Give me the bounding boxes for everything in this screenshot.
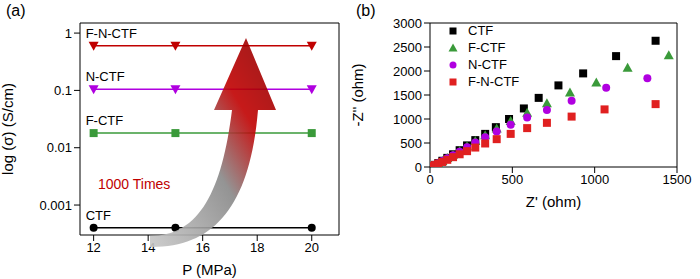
svg-text:P (MPa): P (MPa)	[182, 261, 237, 278]
svg-text:-Z'' (ohm): -Z'' (ohm)	[350, 63, 366, 126]
html-text:F-N-CTF: F-N-CTF	[468, 74, 520, 89]
svg-text:Z' (ohm): Z' (ohm)	[526, 193, 581, 210]
svg-text:0.001: 0.001	[39, 198, 72, 213]
svg-text:2500: 2500	[393, 40, 422, 55]
html-text:1000 Times: 1000 Times	[98, 176, 171, 192]
svg-text:500: 500	[501, 172, 523, 187]
svg-text:F-N-CTF: F-N-CTF	[86, 26, 137, 41]
svg-text:0: 0	[415, 160, 422, 175]
svg-text:log (σ) (S/cm): log (σ) (S/cm)	[0, 83, 16, 175]
svg-text:0: 0	[426, 172, 433, 187]
svg-text:N-CTF: N-CTF	[86, 69, 125, 84]
svg-text:1: 1	[65, 26, 72, 41]
svg-text:1000: 1000	[393, 112, 422, 127]
svg-text:1500: 1500	[663, 172, 692, 187]
svg-text:500: 500	[400, 136, 422, 151]
html-text:F-CTF: F-CTF	[468, 40, 506, 55]
svg-text:20: 20	[305, 240, 319, 255]
svg-text:3000: 3000	[393, 16, 422, 31]
svg-text:0.1: 0.1	[54, 83, 72, 98]
html-text:(b): (b)	[356, 2, 376, 19]
svg-text:2000: 2000	[393, 64, 422, 79]
svg-text:F-CTF: F-CTF	[86, 113, 124, 128]
svg-text:12: 12	[86, 240, 100, 255]
svg-text:CTF: CTF	[86, 208, 111, 223]
html-text:N-CTF: N-CTF	[468, 57, 507, 72]
html-text:(a): (a)	[6, 2, 26, 19]
svg-text:1500: 1500	[393, 88, 422, 103]
svg-text:1000: 1000	[580, 172, 609, 187]
svg-text:18: 18	[250, 240, 264, 255]
html-text:CTF: CTF	[468, 23, 494, 38]
svg-text:0.01: 0.01	[47, 140, 72, 155]
svg-text:16: 16	[195, 240, 209, 255]
svg-text:14: 14	[141, 240, 155, 255]
